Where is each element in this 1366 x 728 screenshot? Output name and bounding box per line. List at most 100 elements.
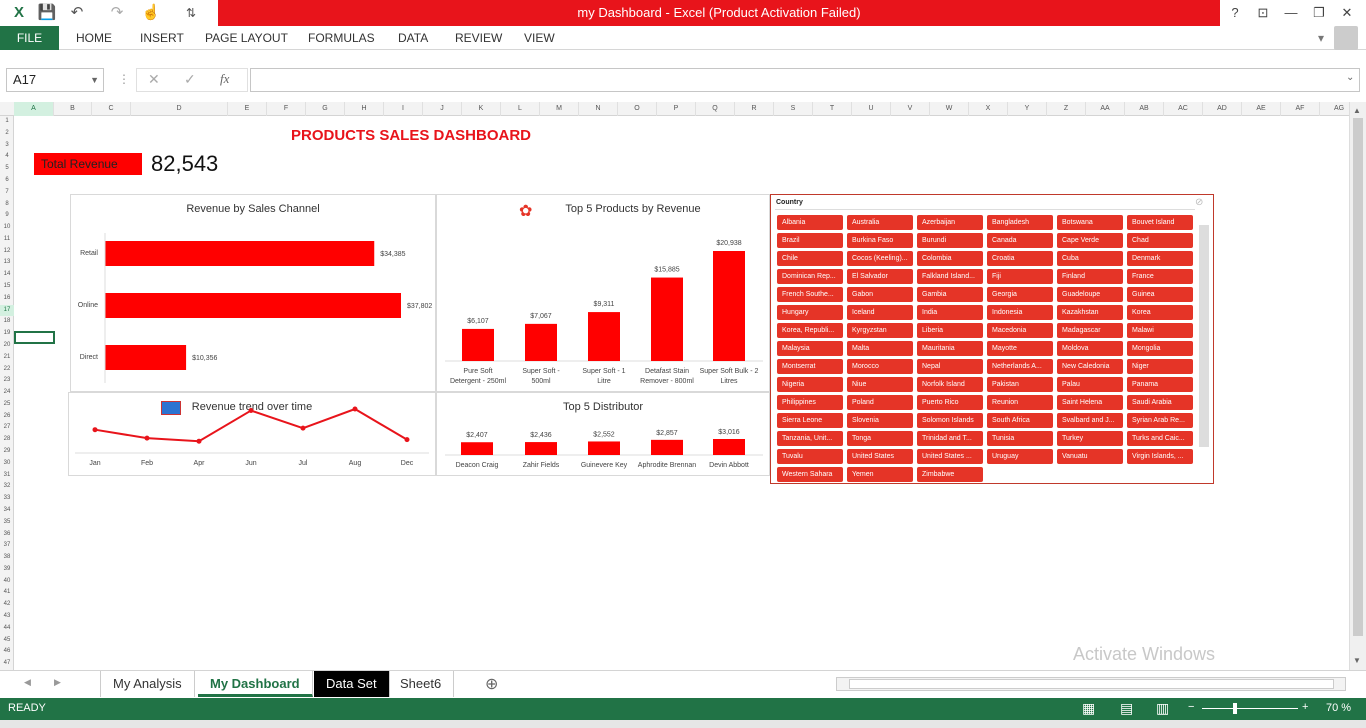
slicer-item[interactable]: Madagascar xyxy=(1057,323,1123,338)
slicer-item[interactable]: Denmark xyxy=(1127,251,1193,266)
slicer-item[interactable]: Croatia xyxy=(987,251,1053,266)
tab-file[interactable]: FILE xyxy=(0,26,59,50)
row-header-43[interactable]: 43 xyxy=(3,613,11,620)
slicer-scrollbar[interactable] xyxy=(1199,225,1209,447)
hscroll-thumb[interactable] xyxy=(849,679,1334,689)
slicer-item[interactable]: Guadeloupe xyxy=(1057,287,1123,302)
slicer-item[interactable]: Mauritania xyxy=(917,341,983,356)
slicer-item[interactable]: Hungary xyxy=(777,305,843,320)
column-header-g[interactable]: G xyxy=(306,102,345,116)
formula-input[interactable] xyxy=(250,68,1360,92)
slicer-item[interactable]: Trinidad and T... xyxy=(917,431,983,446)
slicer-item[interactable]: Nepal xyxy=(917,359,983,374)
slicer-item[interactable]: Macedonia xyxy=(987,323,1053,338)
name-box-dropdown-icon[interactable]: ▼ xyxy=(90,75,99,85)
slicer-item[interactable]: Netherlands A... xyxy=(987,359,1053,374)
ribbon-display-button[interactable]: ⊡ xyxy=(1257,5,1269,20)
slicer-item[interactable]: Bouvet Island xyxy=(1127,215,1193,230)
slicer-item[interactable]: Montserrat xyxy=(777,359,843,374)
row-header-1[interactable]: 1 xyxy=(5,118,9,124)
slicer-item[interactable]: Korea xyxy=(1127,305,1193,320)
slicer-item[interactable]: Botswana xyxy=(1057,215,1123,230)
undo-icon[interactable]: ↶ xyxy=(70,4,84,21)
column-header-j[interactable]: J xyxy=(423,102,462,116)
row-header-2[interactable]: 2 xyxy=(5,129,9,136)
zoom-in-icon[interactable]: + xyxy=(1302,701,1309,713)
row-header-45[interactable]: 45 xyxy=(3,636,11,643)
column-header-p[interactable]: P xyxy=(657,102,696,116)
vertical-scrollbar[interactable]: ▲ ▼ xyxy=(1349,102,1366,670)
column-header-k[interactable]: K xyxy=(462,102,501,116)
slicer-item[interactable]: Slovenia xyxy=(847,413,913,428)
add-sheet-icon[interactable]: ⊕ xyxy=(485,676,499,693)
column-header-x[interactable]: X xyxy=(969,102,1008,116)
row-header-13[interactable]: 13 xyxy=(3,259,11,266)
row-header-33[interactable]: 33 xyxy=(3,495,11,502)
column-header-ae[interactable]: AE xyxy=(1242,102,1281,116)
prev-sheet-icon[interactable]: ◀ xyxy=(24,677,31,687)
slicer-item[interactable]: Canada xyxy=(987,233,1053,248)
slicer-item[interactable]: Palau xyxy=(1057,377,1123,392)
name-box[interactable]: A17 ▼ xyxy=(6,68,104,92)
slicer-item[interactable]: Tunisia xyxy=(987,431,1053,446)
column-header-d[interactable]: D xyxy=(131,102,228,116)
column-header-r[interactable]: R xyxy=(735,102,774,116)
slicer-item[interactable]: Tonga xyxy=(847,431,913,446)
row-header-7[interactable]: 7 xyxy=(5,188,9,195)
slicer-item[interactable]: New Caledonia xyxy=(1057,359,1123,374)
slicer-item[interactable]: Fiji xyxy=(987,269,1053,284)
slicer-item[interactable]: Korea, Republi... xyxy=(777,323,843,338)
row-header-37[interactable]: 37 xyxy=(3,542,11,549)
slicer-item[interactable]: Liberia xyxy=(917,323,983,338)
row-header-36[interactable]: 36 xyxy=(3,530,11,537)
tab-insert[interactable]: INSERT xyxy=(140,31,184,45)
slicer-item[interactable]: Gambia xyxy=(917,287,983,302)
slicer-item[interactable]: Yemen xyxy=(847,467,913,482)
slicer-item[interactable]: Solomon Islands xyxy=(917,413,983,428)
redo-icon[interactable]: ↷ xyxy=(110,4,124,21)
enter-icon[interactable]: ✓ xyxy=(184,71,196,87)
row-header-27[interactable]: 27 xyxy=(3,424,11,431)
column-header-w[interactable]: W xyxy=(930,102,969,116)
row-header-42[interactable]: 42 xyxy=(3,601,11,608)
sales-channel-chart[interactable]: Revenue by Sales Channel Retail $34,385 On… xyxy=(70,194,436,392)
row-header-29[interactable]: 29 xyxy=(3,448,11,455)
slicer-item[interactable]: Kazakhstan xyxy=(1057,305,1123,320)
column-header-q[interactable]: Q xyxy=(696,102,735,116)
selected-cell[interactable] xyxy=(14,331,55,344)
row-header-39[interactable]: 39 xyxy=(3,565,11,572)
slicer-item[interactable]: Burkina Faso xyxy=(847,233,913,248)
sheet-tab-my-analysis[interactable]: My Analysis xyxy=(100,671,195,697)
top-products-chart[interactable]: ✿ Top 5 Products by Revenue $6,107 Pure S… xyxy=(436,194,770,392)
row-header-14[interactable]: 14 xyxy=(3,271,11,278)
column-header-s[interactable]: S xyxy=(774,102,813,116)
slicer-item[interactable]: Morocco xyxy=(847,359,913,374)
slicer-item[interactable]: Mayotte xyxy=(987,341,1053,356)
row-header-47[interactable]: 47 xyxy=(3,660,11,667)
sheet-tab-data-set[interactable]: Data Set xyxy=(314,671,390,697)
slicer-item[interactable]: Poland xyxy=(847,395,913,410)
slicer-item[interactable]: Bangladesh xyxy=(987,215,1053,230)
slicer-item[interactable]: Pakistan xyxy=(987,377,1053,392)
tab-review[interactable]: REVIEW xyxy=(455,31,503,45)
tab-view[interactable]: VIEW xyxy=(524,31,555,45)
row-header-46[interactable]: 46 xyxy=(3,648,11,655)
slicer-item[interactable]: Azerbaijan xyxy=(917,215,983,230)
row-header-12[interactable]: 12 xyxy=(3,247,11,254)
slicer-item[interactable]: Puerto Rico xyxy=(917,395,983,410)
row-header-21[interactable]: 21 xyxy=(3,353,11,360)
column-header-u[interactable]: U xyxy=(852,102,891,116)
column-header-e[interactable]: E xyxy=(228,102,267,116)
scroll-up-icon[interactable]: ▲ xyxy=(1353,106,1361,115)
slicer-item[interactable]: Falkland Island... xyxy=(917,269,983,284)
row-header-23[interactable]: 23 xyxy=(3,377,11,384)
slicer-item[interactable]: Burundi xyxy=(917,233,983,248)
column-header-af[interactable]: AF xyxy=(1281,102,1320,116)
slicer-item[interactable]: El Salvador xyxy=(847,269,913,284)
slicer-item[interactable]: South Africa xyxy=(987,413,1053,428)
country-slicer[interactable]: Country ⊘ Albania Australia Azerbaijan Bang… xyxy=(770,194,1214,484)
slicer-item[interactable]: Iceland xyxy=(847,305,913,320)
column-header-m[interactable]: M xyxy=(540,102,579,116)
horizontal-scrollbar[interactable] xyxy=(836,677,1346,691)
slicer-item[interactable]: Tanzania, Unit... xyxy=(777,431,843,446)
